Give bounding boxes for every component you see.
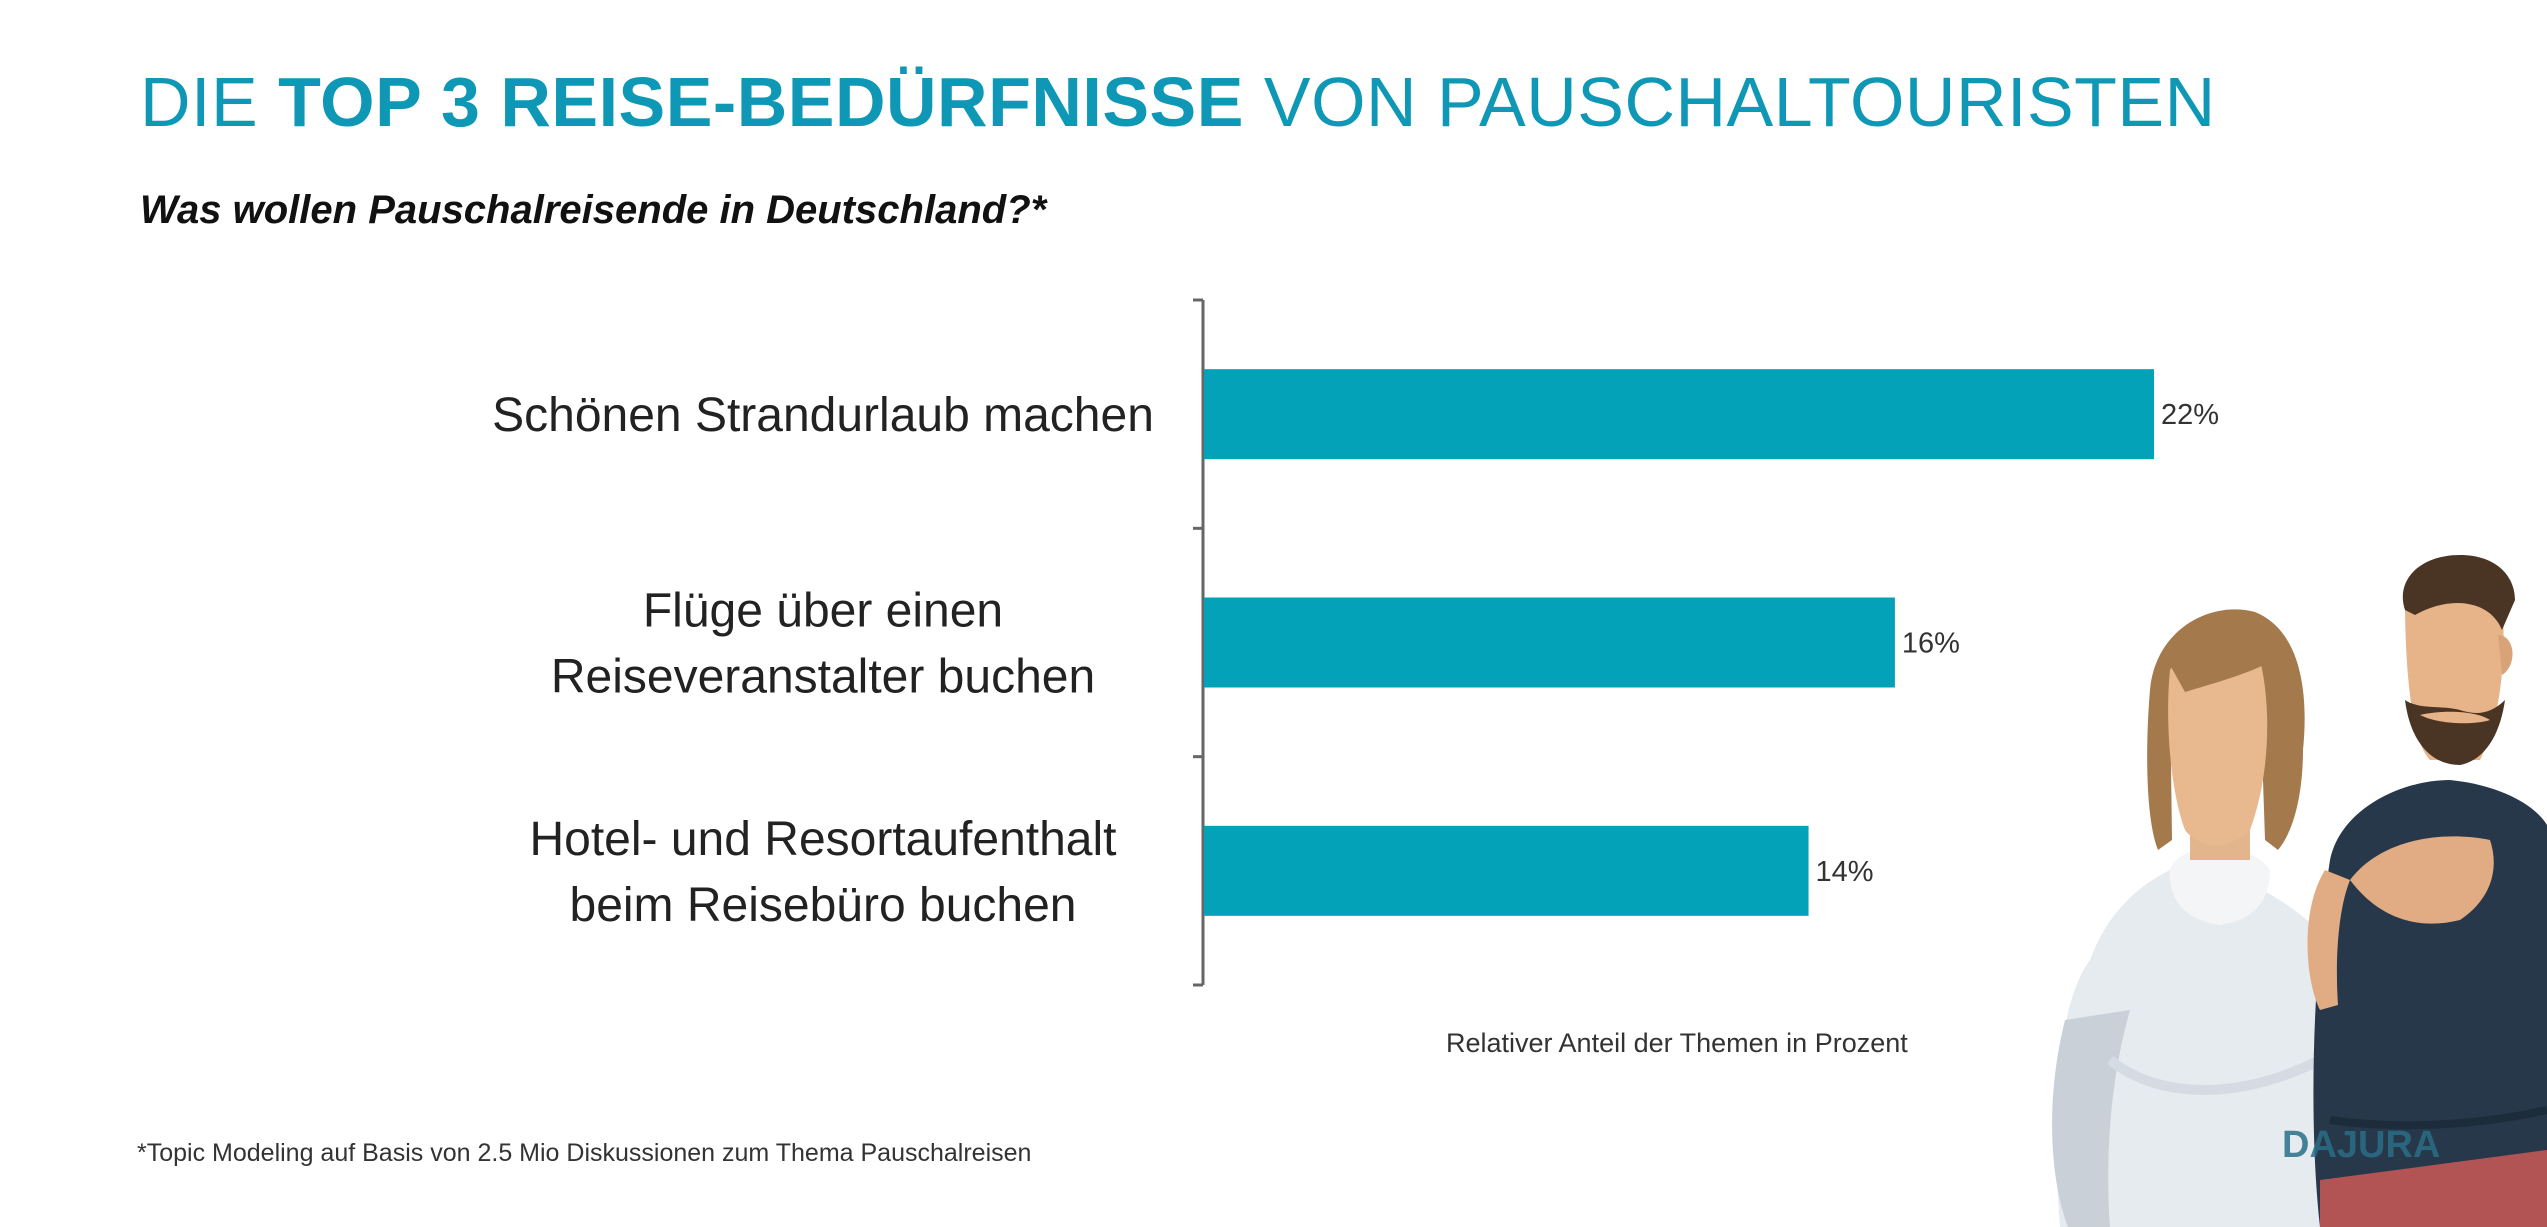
category-label-line: Flüge über einen <box>643 585 1003 638</box>
value-labels: 22% 16% 14% <box>1816 399 2220 888</box>
value-label: 14% <box>1816 856 1874 888</box>
woman-figure <box>2052 609 2350 1227</box>
brand-text: DAJURA <box>2282 1124 2440 1166</box>
brand-logo: DAJURA <box>2282 1124 2440 1166</box>
bars <box>1204 369 2154 916</box>
title-bold: TOP 3 REISE-BEDÜRFNISSE <box>278 63 1244 141</box>
category-label-line: Hotel- und Resortaufenthalt <box>529 813 1116 866</box>
category-label-line: beim Reisebüro buchen <box>570 879 1077 932</box>
couple-illustration: DAJURA <box>2052 555 2547 1227</box>
category-label-line: Reiseveranstalter buchen <box>551 651 1095 704</box>
category-labels: Schönen Strandurlaub machen Flüge über ei… <box>492 389 1154 932</box>
x-axis-label: Relativer Anteil der Themen in Prozent <box>1446 1028 1908 1058</box>
y-axis <box>1193 298 1205 987</box>
man-figure <box>2307 555 2547 1227</box>
subtitle: Was wollen Pauschalreisende in Deutschla… <box>140 188 1047 232</box>
bar <box>1204 597 1895 688</box>
category-label: Schönen Strandurlaub machen <box>492 389 1154 442</box>
title-suffix: VON PAUSCHALTOURISTEN <box>1243 63 2216 141</box>
category-label-line: Schönen Strandurlaub machen <box>492 389 1154 442</box>
value-label: 22% <box>2161 399 2219 431</box>
bar <box>1204 825 1809 916</box>
category-label: Hotel- und Resortaufenthalt beim Reisebür… <box>529 813 1116 932</box>
footnote: *Topic Modeling auf Basis von 2.5 Mio Di… <box>137 1139 1032 1167</box>
bar <box>1204 369 2154 460</box>
value-label: 16% <box>1902 628 1960 660</box>
page-title: DIE TOP 3 REISE-BEDÜRFNISSE VON PAUSCHAL… <box>140 62 2216 142</box>
title-prefix: DIE <box>140 63 279 141</box>
category-label: Flüge über einen Reiseveranstalter buchen <box>551 585 1095 704</box>
